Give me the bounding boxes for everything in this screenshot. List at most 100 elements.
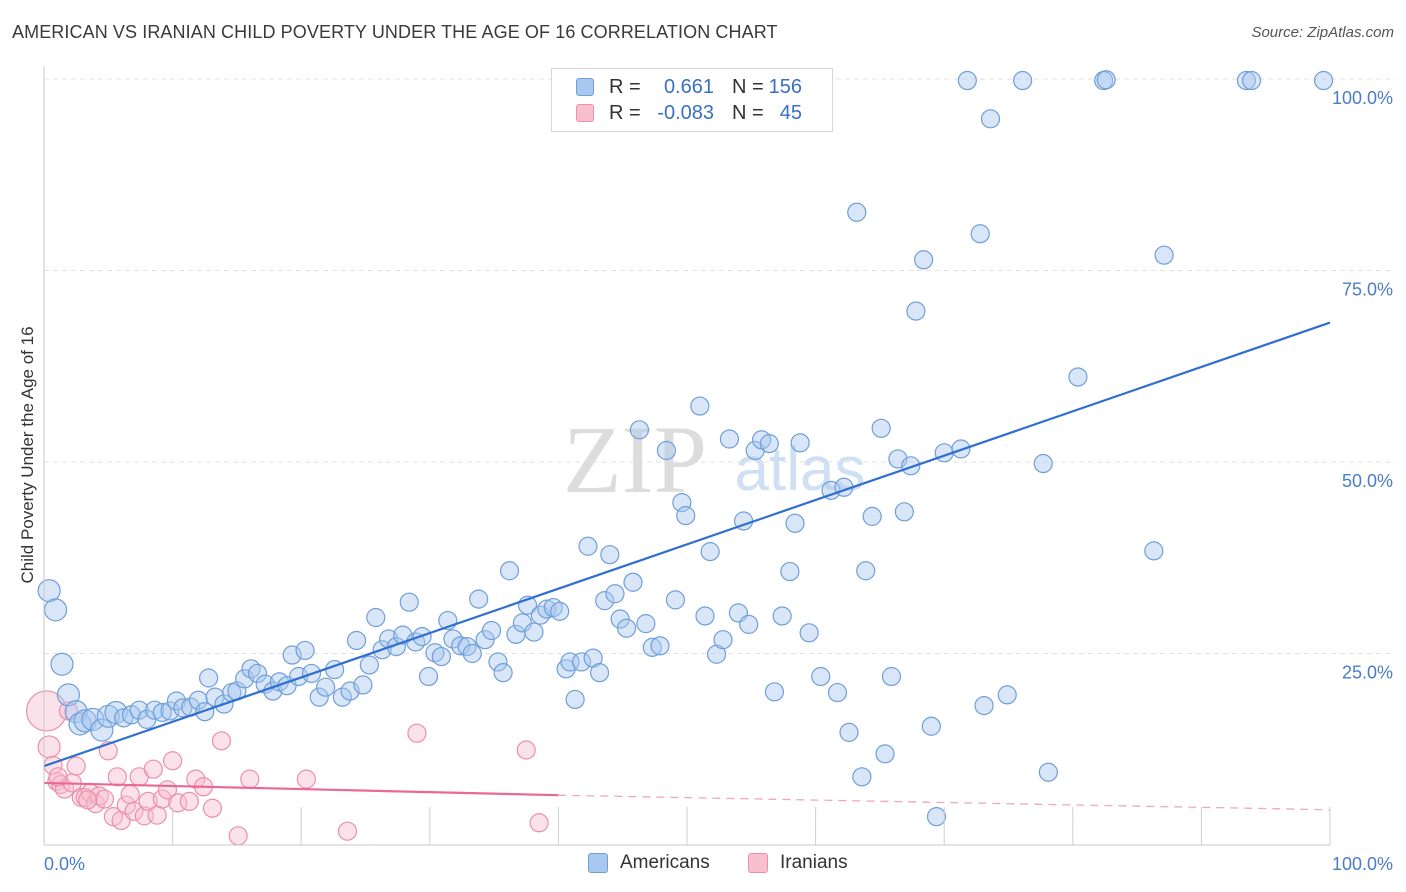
y-tick-label: 100.0% [1332,88,1393,108]
iranians-point [78,790,98,810]
legend-n-label: N = [732,102,764,124]
iranians-point [48,767,68,787]
americans-point [524,622,544,642]
legend-n-value: 45 [779,102,802,124]
americans-point [600,545,620,565]
americans-point [565,689,585,710]
iranians-point [37,735,61,759]
iranians-point [124,801,144,821]
americans-point [295,640,315,661]
iranians-point [107,767,127,787]
americans-point [997,685,1017,705]
y-axis-title: Child Poverty Under the Age of 16 [18,326,37,584]
iranians-point [296,769,316,789]
americans-point [282,645,302,665]
americans-point [1236,70,1257,91]
americans-point [856,561,876,581]
americans-point [1241,70,1262,91]
iranians-point [407,723,427,743]
americans-point [839,722,859,742]
americans-point [799,623,819,643]
americans-point [862,506,882,526]
americans-point [399,592,419,612]
americans-point [589,663,610,683]
americans-point [1096,70,1116,90]
americans-point [875,744,895,764]
americans-point [719,429,740,449]
americans-point [650,636,670,656]
legend-row-iranians: R = -0.083 N = 45 [552,101,832,127]
iranians-point [152,789,172,809]
iranians-point [211,731,232,751]
source-label: Source: ZipAtlas.com [1251,24,1394,41]
americans-point [852,767,872,787]
americans-point [871,418,891,438]
americans-point [980,109,1001,129]
iranians-point [163,751,183,771]
americans-point [739,614,759,634]
americans-point [550,601,570,621]
americans-point [629,420,650,440]
americans-point [309,687,329,707]
americans-point [578,536,598,556]
americans-point [366,607,386,628]
americans-point [493,663,513,683]
iranians-point [179,791,199,811]
iranians-series [25,690,549,846]
legend-r-label: R = [609,102,641,124]
americans-point [894,502,914,522]
americans-point [247,663,268,684]
americans-point [571,652,592,672]
americans-point [1154,245,1174,265]
americans-point [1068,367,1088,387]
watermark-zip: ZIP [563,406,707,513]
y-tick-label: 75.0% [1342,280,1393,300]
americans-point [790,433,810,453]
iranians-point [529,813,549,833]
iranians-point [25,690,68,732]
x-tick-label: 0.0% [44,854,85,874]
americans-point [144,700,165,720]
americans-point [199,668,219,688]
iranians-legend-label: Iranians [780,852,848,873]
iranians-point [89,786,109,806]
americans-point [636,614,656,634]
americans-point [695,606,715,626]
grid-layer [44,78,1395,654]
americans-point [656,440,677,461]
legend-r-value: 0.661 [663,76,714,98]
americans-point [1038,762,1058,782]
iranians-point [138,791,158,811]
americans-point [173,698,193,718]
americans-point [469,589,489,609]
americans-point [43,598,68,622]
legend-n-value: 156 [768,76,802,98]
legend-r-label: R = [609,76,641,98]
americans-point [665,590,686,610]
iranians-trend-extension [558,794,1331,811]
iranians-point [516,740,536,760]
americans-point [926,807,947,827]
legend-r-value: -0.083 [657,102,714,124]
iranians-point [116,795,136,815]
iranians-point [240,769,260,789]
iranians-point [337,821,358,841]
americans-point [700,542,720,562]
iranians-point [66,756,86,776]
americans-point [1013,70,1033,91]
americans-point [811,666,831,687]
iranians-swatch [576,104,594,122]
americans-legend-swatch [588,853,608,873]
americans-point [690,396,710,416]
americans-point [974,695,994,716]
americans-trend-line [43,321,1331,768]
americans-point [488,652,508,672]
iranians-point [202,798,223,818]
americans-point [957,70,977,91]
americans-point [431,646,451,667]
americans-swatch [576,78,594,96]
americans-point [50,652,74,676]
iranians-point [94,789,115,809]
americans-point [847,202,867,222]
